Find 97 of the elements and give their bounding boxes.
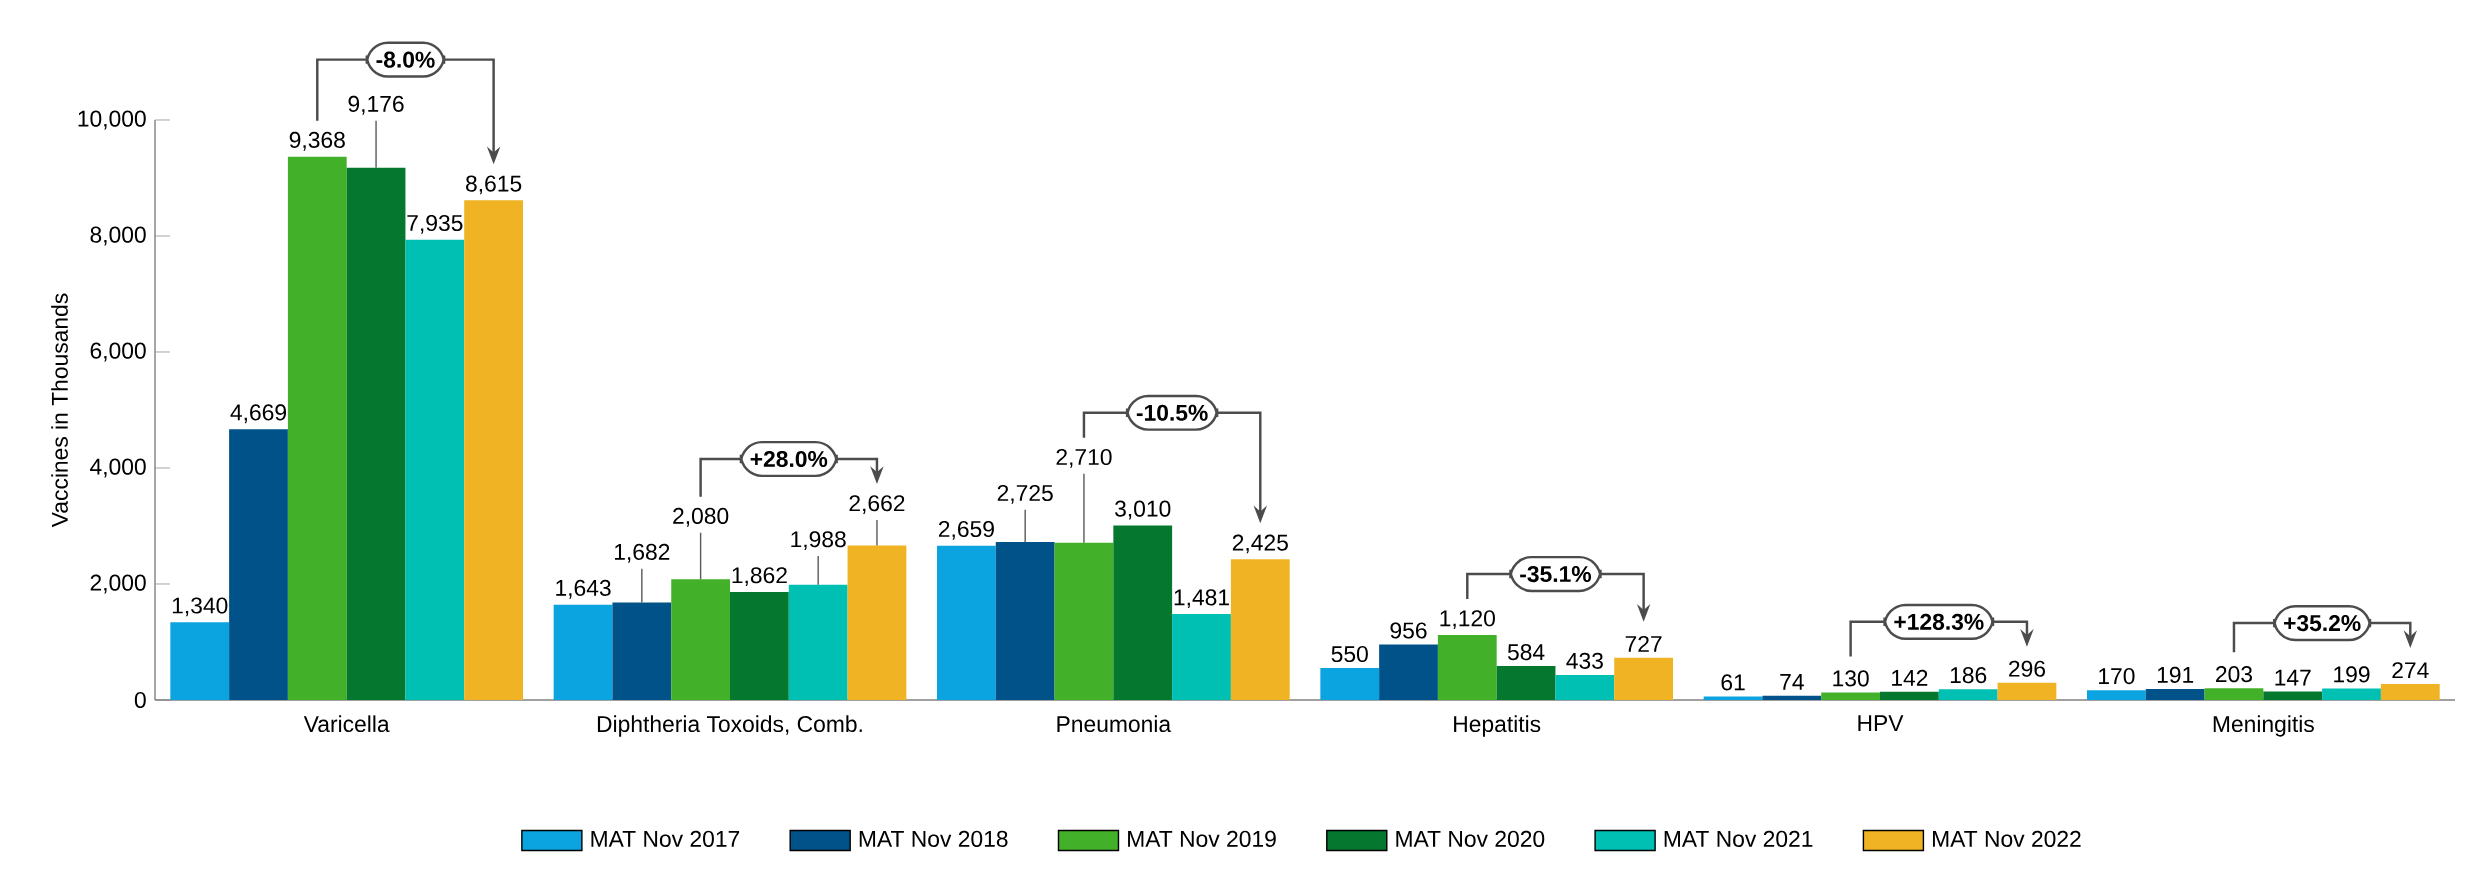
data-label: 199	[2334, 666, 2370, 683]
bar	[1230, 559, 1290, 700]
bar	[1113, 525, 1173, 700]
data-label: 550	[1331, 645, 1368, 663]
data-label: 2,710	[1056, 448, 1112, 468]
data-label: 203	[2216, 666, 2252, 683]
annotation: +128.3%	[1894, 613, 1984, 630]
y-axis-title: Vaccines in Thousands	[51, 293, 68, 528]
bar	[1821, 692, 1881, 700]
x-tick-label: HPV	[1858, 715, 1904, 732]
data-label: 9,176	[348, 95, 404, 115]
bar	[2087, 690, 2146, 700]
legend-label: MAT Nov 2018	[859, 830, 1008, 847]
data-label: 727	[1625, 635, 1662, 652]
data-label: 74	[1780, 674, 1804, 690]
bar	[730, 591, 789, 700]
data-label: 1,862	[732, 567, 787, 587]
data-label: 2,425	[1232, 534, 1288, 554]
bar	[1320, 668, 1380, 700]
y-tick-label: 4,000	[90, 458, 146, 478]
bar	[612, 602, 672, 700]
y-tick-label: 2,000	[90, 574, 146, 594]
bar	[1880, 691, 1939, 700]
data-label: 4,669	[230, 404, 286, 424]
data-label: 1,643	[556, 579, 611, 599]
annotation: -10.5%	[1136, 404, 1208, 421]
legend-label: MAT Nov 2022	[1933, 830, 2081, 847]
data-label: 1,340	[172, 597, 228, 617]
bar	[1172, 614, 1231, 700]
y-tick-label: 10,000	[78, 110, 146, 130]
bar	[287, 156, 347, 700]
data-label: 2,659	[938, 520, 994, 540]
data-label: 2,080	[673, 507, 729, 527]
bar	[1938, 689, 1998, 700]
bar	[1437, 635, 1497, 700]
data-label: 584	[1507, 643, 1545, 661]
bar	[1379, 644, 1438, 700]
data-label: 3,010	[1115, 500, 1171, 520]
bar	[553, 604, 613, 700]
data-label: 1,120	[1440, 610, 1495, 630]
y-tick-label: 6,000	[90, 342, 146, 362]
x-tick-label: Diphtheria Toxoids, Comb.	[597, 715, 862, 737]
bar	[2380, 684, 2440, 700]
bar	[2263, 691, 2323, 700]
bar	[1762, 695, 1822, 700]
data-label: 1,988	[791, 531, 846, 551]
data-label: 2,662	[849, 495, 905, 515]
bar	[995, 541, 1055, 700]
bar	[2322, 688, 2381, 700]
legend-label: MAT Nov 2021	[1664, 830, 1813, 847]
bar	[405, 239, 465, 700]
data-label: 186	[1950, 667, 1987, 684]
bar	[1054, 542, 1114, 700]
bar	[464, 200, 524, 700]
data-label: 170	[2099, 668, 2135, 685]
legend-label: MAT Nov 2020	[1396, 830, 1545, 847]
data-label: 142	[1892, 669, 1928, 686]
bar	[170, 622, 230, 700]
y-tick-label: 8,000	[90, 226, 146, 246]
bar	[346, 167, 406, 700]
x-tick-label: Varicella	[303, 715, 390, 733]
annotation: +35.2%	[2284, 615, 2361, 632]
data-label: 433	[1566, 652, 1603, 669]
annotation: +28.0%	[750, 450, 828, 468]
bar	[2204, 688, 2264, 700]
bar	[229, 429, 288, 700]
data-label: 1,682	[615, 543, 670, 563]
data-label: 2,725	[997, 484, 1053, 504]
data-label: 130	[1833, 670, 1869, 687]
bar	[1997, 682, 2057, 700]
data-label: 1,481	[1174, 589, 1229, 609]
x-tick-label: Meningitis	[2213, 715, 2314, 737]
bar	[937, 545, 996, 700]
data-label: 147	[2275, 669, 2311, 686]
legend-label: MAT Nov 2019	[1128, 830, 1276, 847]
data-label: 956	[1390, 622, 1427, 639]
y-tick-label: 0	[134, 691, 146, 709]
bar	[847, 545, 907, 700]
bar	[1614, 657, 1674, 700]
data-label: 9,368	[289, 131, 345, 151]
x-tick-label: Pneumonia	[1057, 715, 1172, 733]
data-label: 8,615	[466, 175, 522, 195]
annotation: -35.1%	[1520, 565, 1591, 583]
data-label: 7,935	[407, 214, 463, 234]
bar	[788, 584, 848, 700]
bar	[2145, 688, 2205, 700]
text: -8.0%	[376, 51, 435, 68]
data-label: 274	[2392, 662, 2429, 679]
x-tick-label: Hepatitis	[1454, 715, 1541, 737]
bar	[1703, 696, 1763, 700]
data-label: 191	[2157, 666, 2194, 683]
legend-label: MAT Nov 2017	[591, 830, 740, 847]
bar	[1496, 666, 1556, 700]
bar	[671, 579, 730, 700]
data-label: 61	[1721, 674, 1745, 691]
bar	[1555, 674, 1615, 700]
data-label: 296	[2009, 660, 2045, 677]
